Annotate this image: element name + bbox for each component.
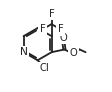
Text: O: O xyxy=(70,48,77,58)
Text: O: O xyxy=(59,33,67,43)
Text: Cl: Cl xyxy=(40,63,49,73)
Text: N: N xyxy=(20,47,28,57)
Text: F: F xyxy=(40,24,45,34)
Text: F: F xyxy=(49,9,54,19)
Text: F: F xyxy=(58,24,63,34)
